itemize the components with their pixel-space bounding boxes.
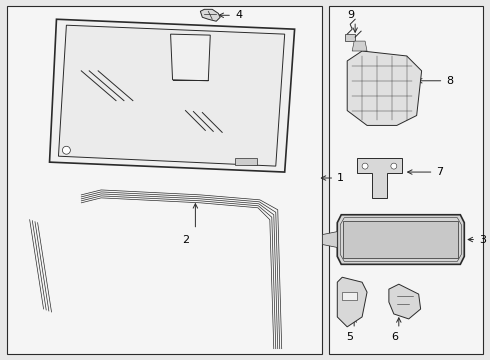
Text: 6: 6	[392, 332, 398, 342]
Text: 1: 1	[337, 173, 344, 183]
Polygon shape	[171, 34, 210, 81]
Circle shape	[62, 146, 71, 154]
Bar	[342, 292, 357, 300]
Text: 9: 9	[347, 10, 355, 20]
Polygon shape	[200, 9, 220, 21]
Text: 8: 8	[446, 76, 454, 86]
Text: 5: 5	[345, 332, 353, 342]
Polygon shape	[347, 51, 421, 125]
Bar	[343, 221, 458, 258]
Bar	[235, 158, 257, 165]
Polygon shape	[337, 215, 465, 264]
Text: 2: 2	[182, 234, 189, 244]
Polygon shape	[345, 34, 355, 41]
FancyBboxPatch shape	[7, 6, 322, 354]
Polygon shape	[389, 284, 420, 319]
FancyBboxPatch shape	[329, 6, 483, 354]
Circle shape	[362, 163, 368, 169]
Text: 3: 3	[479, 234, 486, 244]
Circle shape	[391, 163, 397, 169]
Polygon shape	[357, 158, 402, 198]
Polygon shape	[58, 25, 285, 166]
Polygon shape	[49, 19, 294, 172]
Polygon shape	[352, 41, 367, 51]
Text: 7: 7	[437, 167, 443, 177]
Polygon shape	[337, 277, 367, 327]
Polygon shape	[322, 231, 337, 247]
Text: 4: 4	[235, 10, 242, 20]
